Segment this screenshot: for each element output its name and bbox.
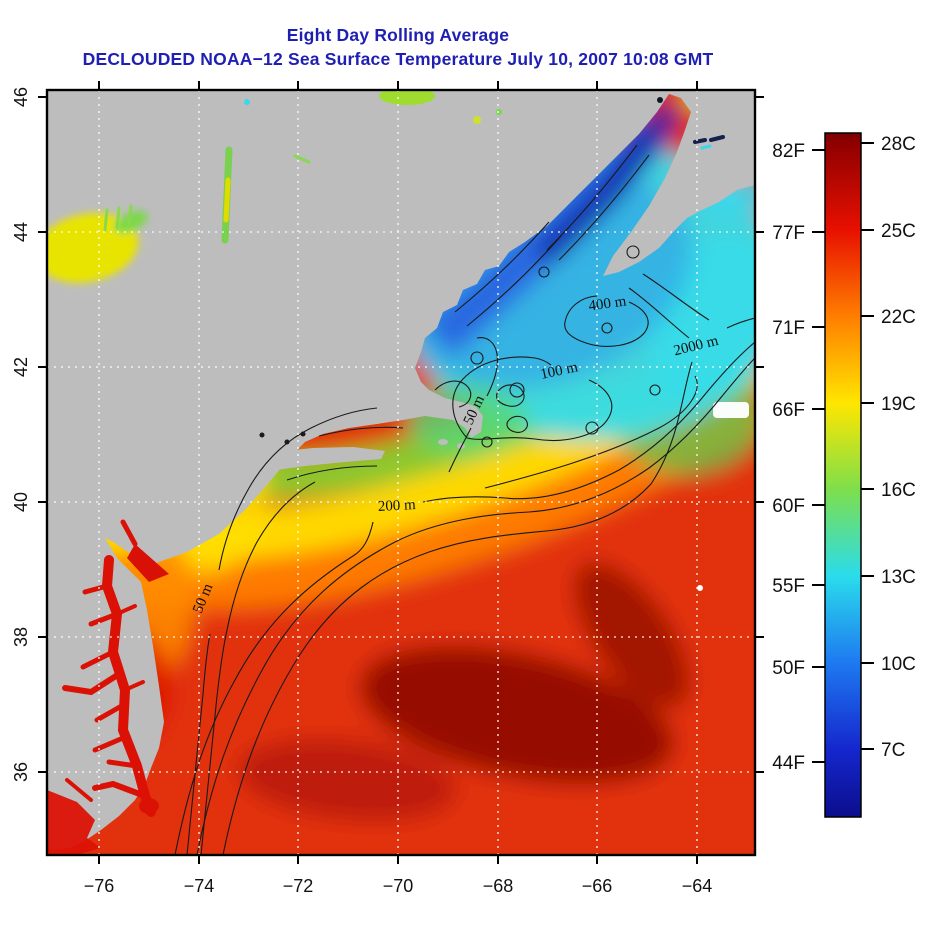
f-tick-label: 66F — [772, 400, 805, 421]
lat-tick-label: 42 — [11, 357, 31, 377]
c-tick-label: 16C — [881, 480, 916, 501]
lat-tick-label: 36 — [11, 762, 31, 782]
estuaries — [47, 519, 169, 855]
lat-tick-label: 44 — [11, 222, 31, 242]
title-line-2: DECLOUDED NOAA−12 Sea Surface Temperatur… — [82, 49, 714, 69]
graticule — [47, 90, 755, 855]
colorbar: 82F 77F 71F 66F 60F 55F 50F 44F 28C 25C … — [772, 132, 916, 818]
lon-tick-label: −72 — [283, 876, 314, 896]
colorbar-ticks — [812, 142, 874, 763]
lon-tick-label: −64 — [682, 876, 713, 896]
contour-label-100m: 100 m — [539, 359, 580, 383]
land — [47, 90, 755, 850]
lat-tick-label: 38 — [11, 627, 31, 647]
title-line-1: Eight Day Rolling Average — [286, 25, 510, 45]
f-tick-label: 44F — [772, 753, 805, 774]
f-tick-label: 55F — [772, 576, 805, 597]
longitude-axis: −76 −74 −72 −70 −68 −66 −64 — [84, 876, 713, 896]
f-tick-label: 71F — [772, 318, 805, 339]
island — [438, 439, 448, 445]
c-tick-label: 19C — [881, 394, 916, 415]
lon-tick-label: −76 — [84, 876, 115, 896]
c-tick-label: 7C — [881, 740, 905, 761]
c-tick-label: 28C — [881, 134, 916, 155]
c-tick-label: 22C — [881, 307, 916, 328]
lon-tick-label: −70 — [383, 876, 414, 896]
c-tick-label: 25C — [881, 221, 916, 242]
f-tick-label: 82F — [772, 141, 805, 162]
bathymetry-contours — [174, 144, 755, 855]
contour-label-200m: 200 m — [377, 497, 416, 515]
contour-label-400m: 400 m — [588, 293, 628, 314]
lat-tick-label: 46 — [11, 87, 31, 107]
long-island — [243, 447, 385, 471]
lon-tick-label: −66 — [582, 876, 613, 896]
map-frame — [38, 81, 764, 864]
f-tick-label: 50F — [772, 658, 805, 679]
lake-specks — [103, 90, 725, 244]
c-tick-label: 13C — [881, 567, 916, 588]
f-tick-label: 77F — [772, 223, 805, 244]
celsius-scale: 28C 25C 22C 19C 16C 13C 10C 7C — [881, 134, 916, 761]
lat-tick-label: 40 — [11, 492, 31, 512]
colorbar-gradient — [824, 132, 862, 818]
c-tick-label: 10C — [881, 654, 916, 675]
lon-tick-label: −68 — [483, 876, 514, 896]
lon-tick-label: −74 — [184, 876, 215, 896]
latitude-axis: 46 44 42 40 38 36 — [11, 87, 31, 782]
inland-lakes — [47, 210, 148, 283]
fahrenheit-scale: 82F 77F 71F 66F 60F 55F 50F 44F — [772, 141, 805, 774]
f-tick-label: 60F — [772, 496, 805, 517]
